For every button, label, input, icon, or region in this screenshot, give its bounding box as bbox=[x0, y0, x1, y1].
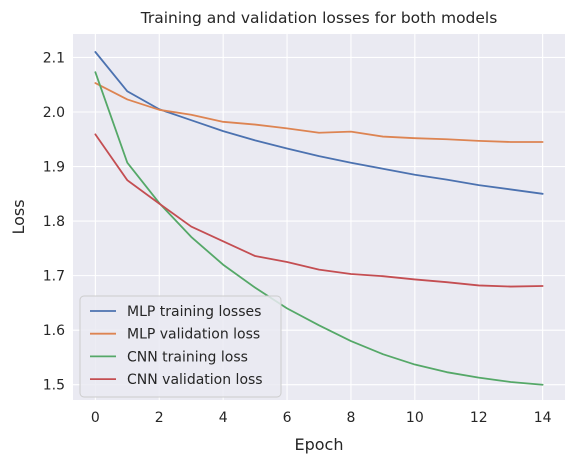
y-tick-label: 1.9 bbox=[43, 160, 65, 176]
x-axis-label: Epoch bbox=[295, 435, 344, 454]
x-tick-label: 14 bbox=[534, 410, 552, 426]
x-tick-label: 12 bbox=[470, 410, 488, 426]
chart-title: Training and validation losses for both … bbox=[140, 9, 498, 27]
y-tick-labels: 1.5 1.6 1.7 1.8 1.9 2.0 2.1 bbox=[43, 50, 65, 393]
y-tick-label: 1.6 bbox=[43, 323, 65, 339]
y-tick-label: 1.7 bbox=[43, 269, 65, 285]
x-tick-label: 10 bbox=[406, 410, 424, 426]
legend-entry-label: CNN training loss bbox=[127, 349, 248, 365]
series-line-mlp-training-losses bbox=[94, 51, 544, 195]
legend-box bbox=[79, 295, 282, 398]
legend-entry-label: MLP validation loss bbox=[127, 327, 260, 343]
legend: MLP training losses MLP validation loss CN… bbox=[79, 295, 282, 398]
x-tick-label: 6 bbox=[283, 410, 292, 426]
x-tick-labels: 0 2 4 6 8 10 12 14 bbox=[91, 410, 552, 426]
x-tick-label: 8 bbox=[346, 410, 355, 426]
legend-entry-label: CNN validation loss bbox=[127, 372, 263, 388]
legend-entry-label: MLP training losses bbox=[127, 304, 261, 320]
series-line-cnn-training-loss bbox=[94, 71, 544, 386]
y-tick-label: 1.5 bbox=[43, 378, 65, 394]
y-tick-label: 1.8 bbox=[43, 214, 65, 230]
y-axis-label: Loss bbox=[9, 199, 28, 234]
x-tick-label: 0 bbox=[91, 410, 100, 426]
series-lines bbox=[94, 51, 544, 386]
series-line-mlp-validation-loss bbox=[94, 82, 544, 143]
series-line-cnn-validation-loss bbox=[94, 133, 544, 288]
x-tick-label: 2 bbox=[155, 410, 164, 426]
y-tick-label: 2.0 bbox=[43, 105, 65, 121]
y-tick-label: 2.1 bbox=[43, 50, 65, 66]
x-tick-label: 4 bbox=[219, 410, 228, 426]
